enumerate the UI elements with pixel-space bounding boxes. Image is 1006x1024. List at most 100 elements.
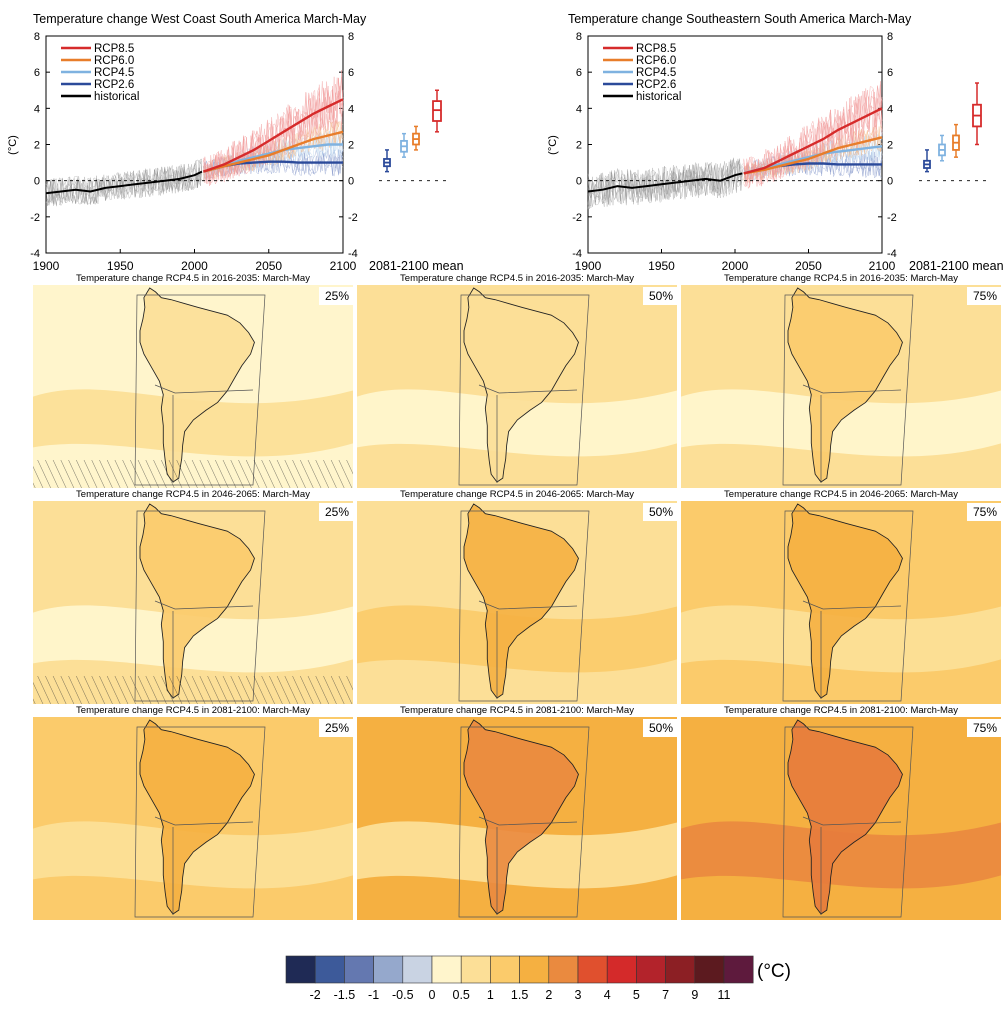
y-tick-label: 6 — [887, 67, 893, 79]
colorbar-cell — [314, 955, 345, 984]
y-tick-label: 4 — [576, 103, 582, 115]
legend-label: RCP6.0 — [94, 55, 134, 67]
colorbar-cells — [285, 955, 754, 984]
model-run-rcp85 — [203, 77, 344, 185]
y-tick-label: 0 — [576, 176, 582, 188]
colorbar-cell — [665, 955, 696, 984]
map-land-shade — [464, 288, 579, 482]
y-tick-label: 4 — [348, 103, 354, 115]
map-coastline — [139, 719, 255, 915]
map-band — [33, 605, 353, 673]
y-axis-label: (°C) — [7, 135, 19, 155]
x-tick-label: 2100 — [869, 259, 896, 273]
model-run-rcp85 — [203, 69, 344, 181]
colorbar-tick-label: 5 — [633, 988, 640, 1002]
legend-label: historical — [636, 91, 681, 103]
map-region-divider — [154, 816, 254, 915]
percentile-box — [967, 503, 1001, 521]
map-coastline — [139, 503, 255, 699]
percentile-box — [643, 503, 677, 521]
series-line-rcp85 — [203, 98, 344, 173]
percentile-label: 25% — [325, 289, 349, 303]
colorbar-tick-label: 0.5 — [453, 988, 470, 1002]
historical-model-run — [45, 158, 202, 207]
colorbar-cell — [519, 955, 550, 984]
colorbar-tick-label: 1.5 — [511, 988, 528, 1002]
map-panel: Temperature change RCP4.5 in 2016-2035: … — [33, 273, 353, 488]
x-axis: 1900 1950 2000 2050 2100 — [33, 249, 357, 273]
historical-model-run — [45, 159, 203, 205]
map-coastline — [463, 287, 579, 483]
map-region-divider — [478, 600, 578, 699]
map-land-shade — [464, 720, 579, 914]
y-axis-left: -4 -2 0 2 4 6 8 — [30, 31, 50, 260]
x-tick-label: 2000 — [722, 259, 749, 273]
x-tick-label: 2050 — [255, 259, 282, 273]
map-grid: Temperature change RCP4.5 in 2016-2035: … — [33, 273, 1001, 920]
map-region-outline — [782, 294, 914, 486]
legend-label: historical — [94, 91, 139, 103]
colorbar-cell — [548, 955, 579, 984]
percentile-box — [319, 503, 353, 521]
boxplots — [923, 82, 982, 173]
boxplots — [383, 89, 442, 173]
timeseries-title: Temperature change West Coast South Amer… — [33, 12, 367, 26]
timeseries-title: Temperature change Southeastern South Am… — [568, 12, 912, 26]
y-tick-label: -2 — [348, 212, 358, 224]
percentile-box — [643, 287, 677, 305]
map-land-shade — [788, 288, 903, 482]
y-tick-label: -2 — [887, 212, 897, 224]
y-tick-label: 8 — [34, 31, 40, 43]
series-lines — [587, 107, 883, 193]
y-axis-label: (°C) — [547, 135, 559, 155]
map-region-divider — [802, 600, 902, 699]
y-tick-label: 2 — [348, 140, 354, 152]
colorbar-tick-label: 4 — [604, 988, 611, 1002]
legend-label: RCP8.5 — [94, 43, 134, 55]
map-land-shade — [140, 504, 255, 698]
percentile-box — [319, 719, 353, 737]
percentile-label: 75% — [973, 289, 997, 303]
model-spread — [587, 81, 883, 210]
map-region-outline — [458, 510, 590, 702]
legend-label: RCP4.5 — [94, 67, 134, 79]
percentile-label: 50% — [649, 289, 673, 303]
colorbar-cell — [431, 955, 462, 984]
historical-line — [587, 172, 743, 193]
colorbar-tick-label: 9 — [691, 988, 698, 1002]
y-tick-label: -4 — [887, 248, 897, 260]
map-region-outline — [458, 294, 590, 486]
y-tick-label: 8 — [887, 31, 893, 43]
map-panel: Temperature change RCP4.5 in 2046-2065: … — [681, 489, 1001, 704]
y-tick-label: -2 — [30, 212, 40, 224]
y-tick-label: 0 — [34, 176, 40, 188]
map-title: Temperature change RCP4.5 in 2081-2100: … — [724, 705, 958, 716]
map-coastline — [787, 503, 903, 699]
y-tick-label: 4 — [887, 103, 893, 115]
colorbar-cell — [344, 955, 374, 984]
percentile-label: 50% — [649, 505, 673, 519]
y-axis-left: -4 -2 0 2 4 6 8 — [572, 31, 592, 260]
historical-model-run — [587, 160, 743, 206]
map-coastline — [787, 719, 903, 915]
y-tick-label: 8 — [576, 31, 582, 43]
map-band — [681, 389, 1001, 457]
map-land-shade — [140, 288, 255, 482]
map-coastline — [787, 287, 903, 483]
timeseries-panel-southeastern: Temperature change Southeastern South Am… — [547, 12, 1004, 273]
colorbar: -2 -1.5 -1 -0.5 0 0.5 1 1.5 2 3 4 5 7 9 11 (°C) — [285, 955, 791, 1002]
percentile-box — [967, 719, 1001, 737]
map-band — [357, 821, 677, 889]
x-tick-label: 1900 — [33, 259, 60, 273]
colorbar-tick-label: 1 — [487, 988, 494, 1002]
legend-label: RCP4.5 — [636, 67, 676, 79]
map-title: Temperature change RCP4.5 in 2016-2035: … — [400, 273, 634, 284]
map-band — [33, 389, 353, 457]
map-region-divider — [478, 384, 578, 483]
map-region-outline — [782, 726, 914, 918]
map-land-shade — [464, 504, 579, 698]
x-tick-label: 1950 — [648, 259, 675, 273]
